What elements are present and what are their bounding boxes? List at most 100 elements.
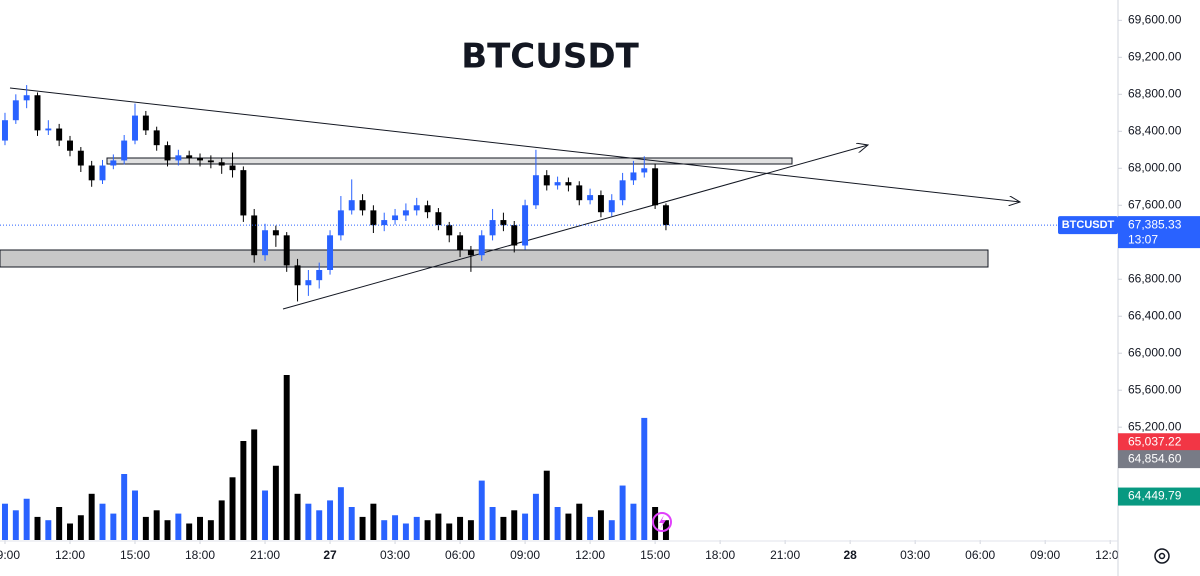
candle-body (142, 115, 149, 131)
candle-body (251, 215, 258, 256)
candle-body (489, 220, 496, 236)
candle-body (283, 235, 290, 266)
volume-bar (348, 507, 355, 540)
candle-body (88, 165, 95, 181)
volume-bar (532, 493, 539, 540)
candle-body (218, 162, 225, 166)
candle-body (2, 120, 8, 141)
volume-bar (359, 516, 366, 540)
volume-bar (175, 513, 182, 540)
x-tick-label: 21:00 (250, 548, 280, 562)
volume-bar (327, 500, 334, 540)
volume-bar (370, 503, 377, 540)
volume-bar (121, 474, 128, 540)
candle-body (446, 225, 453, 236)
alert-icon-bolt (659, 515, 666, 529)
resistance-zone (106, 157, 793, 165)
candle-body (619, 180, 626, 201)
x-tick-label: 21:00 (770, 548, 800, 562)
x-tick-label: 12:00 (55, 548, 85, 562)
last-price-tag (1118, 216, 1200, 249)
volume-bar (77, 515, 84, 540)
volume-bar (88, 493, 95, 540)
candle-body (381, 220, 388, 226)
candle-body (164, 145, 171, 161)
candle-body (294, 265, 301, 286)
y-tick-label: 68,800.00 (1128, 86, 1182, 100)
alert-icon[interactable] (652, 512, 672, 532)
x-tick-label: 12:00 (1095, 548, 1125, 562)
y-tick-label: 65,600.00 (1128, 382, 1182, 396)
volume-bar (153, 510, 160, 540)
countdown-label: 13:07 (1128, 232, 1158, 246)
volume-bar (565, 513, 572, 540)
volume-bar (207, 520, 214, 540)
x-tick-label: 12:00 (575, 548, 605, 562)
candle-body (23, 95, 30, 101)
volume-bar (45, 520, 52, 540)
y-tick-label: 68,400.00 (1128, 123, 1182, 137)
plot: 09:00 12:00 15:00 18:00 21:00 27 03:00 06:00 09:… (0, 85, 1125, 562)
volume-bar (457, 516, 464, 540)
x-tick-label: 27 (323, 548, 337, 562)
settings-button[interactable] (1154, 548, 1170, 564)
volume-bar (316, 510, 323, 540)
x-tick-label: 09:00 (510, 548, 540, 562)
volume-bar (197, 516, 204, 540)
price-tag (1118, 487, 1200, 506)
support-zone (0, 249, 989, 268)
candle-body (511, 225, 518, 246)
volume-bar (186, 523, 193, 540)
candle-body (153, 130, 160, 146)
candle-body (316, 270, 323, 281)
candle-body (576, 185, 583, 201)
volume-bar (424, 520, 431, 540)
price-tag-label: 64,854.60 (1128, 451, 1182, 465)
candle-body (305, 280, 312, 286)
price-tag-label: 64,449.79 (1128, 489, 1182, 503)
candle-body (45, 128, 52, 131)
volume-bar (56, 507, 63, 540)
candle-body (641, 168, 648, 173)
x-tick-label: 09:00 (1030, 548, 1060, 562)
volume-bar (23, 498, 30, 540)
candle-body (77, 150, 84, 166)
candle-body (67, 140, 73, 151)
volume-bar (435, 513, 442, 540)
volume-bar (576, 503, 583, 540)
volume-bar (218, 500, 225, 540)
candle-body (132, 115, 138, 141)
candle-body (467, 250, 474, 256)
volume-bar (67, 523, 73, 540)
x-tick-label: 18:00 (185, 548, 215, 562)
settings-button-center (1158, 552, 1166, 560)
candle-body (272, 230, 279, 236)
volume-bar (99, 503, 106, 540)
candle-body (348, 200, 355, 211)
price-tag (1118, 433, 1200, 452)
trend-line (9, 87, 1020, 202)
volume-bar (251, 429, 258, 540)
volume-bar (272, 465, 279, 540)
candle-body (554, 182, 561, 186)
x-tick-label: 15:00 (120, 548, 150, 562)
price-tag (1118, 450, 1200, 469)
x-tick-label: 28 (843, 548, 857, 562)
candle-body (12, 100, 19, 121)
x-tick-label: 15:00 (640, 548, 670, 562)
volume-bar (543, 470, 550, 540)
volume-bar (34, 516, 41, 540)
y-tick-label: 69,600.00 (1128, 13, 1182, 27)
candle-body (186, 155, 193, 159)
candle-body (262, 230, 269, 256)
volume-bar (229, 477, 236, 540)
volume-bar (652, 507, 659, 540)
y-tick-label: 66,800.00 (1128, 271, 1182, 285)
candle-body (121, 140, 128, 161)
x-tick-label: 09:00 (0, 548, 20, 562)
volume-bar (337, 487, 344, 540)
candle-body (597, 195, 604, 213)
candle-body (662, 205, 669, 226)
candle-body (608, 200, 615, 213)
